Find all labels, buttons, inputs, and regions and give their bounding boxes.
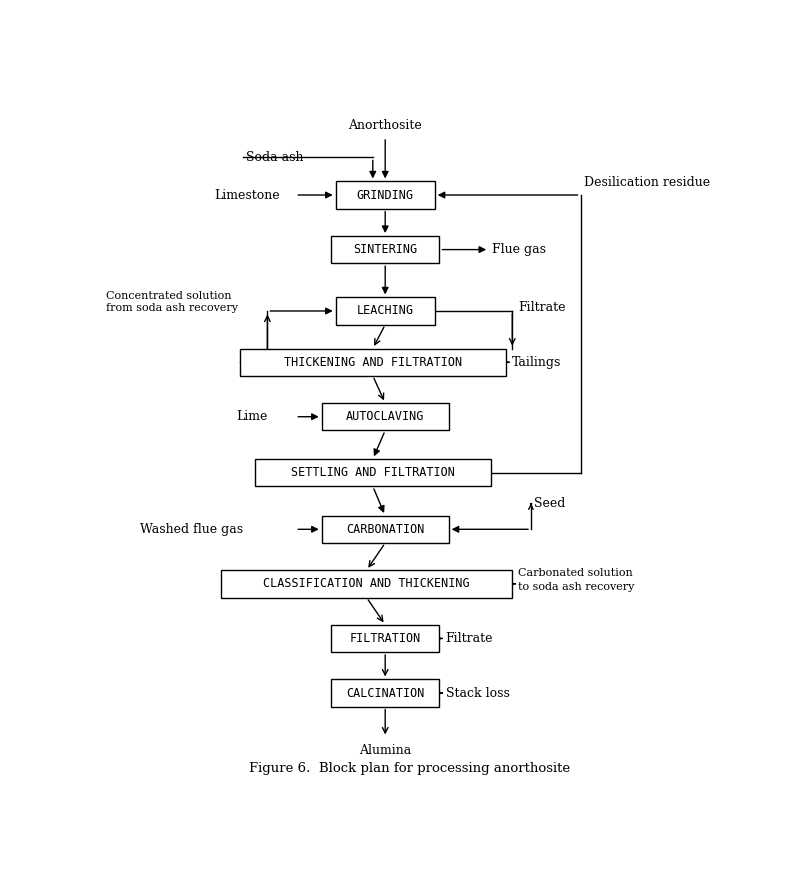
Bar xyxy=(322,516,449,543)
Text: Concentrated solution: Concentrated solution xyxy=(106,291,232,301)
Text: Filtrate: Filtrate xyxy=(446,632,493,645)
Text: Washed flue gas: Washed flue gas xyxy=(140,523,243,536)
Bar xyxy=(322,403,449,431)
Bar xyxy=(331,625,439,652)
Text: CALCINATION: CALCINATION xyxy=(346,687,424,700)
Text: AUTOCLAVING: AUTOCLAVING xyxy=(346,410,424,424)
Text: CARBONATION: CARBONATION xyxy=(346,523,424,536)
Text: Seed: Seed xyxy=(534,497,566,509)
Text: Figure 6.  Block plan for processing anorthosite: Figure 6. Block plan for processing anor… xyxy=(250,762,570,774)
Text: Filtrate: Filtrate xyxy=(518,301,566,314)
Text: Stack loss: Stack loss xyxy=(446,687,510,700)
Bar xyxy=(255,459,490,486)
Text: Limestone: Limestone xyxy=(214,189,280,201)
Bar xyxy=(331,680,439,707)
Bar xyxy=(336,298,435,324)
Text: Desilication residue: Desilication residue xyxy=(584,176,710,190)
Text: SETTLING AND FILTRATION: SETTLING AND FILTRATION xyxy=(291,466,454,479)
Text: SINTERING: SINTERING xyxy=(353,243,418,256)
Text: Lime: Lime xyxy=(237,410,268,424)
Bar xyxy=(221,571,512,597)
Text: Anorthosite: Anorthosite xyxy=(348,119,422,131)
Text: Flue gas: Flue gas xyxy=(492,243,546,256)
Text: FILTRATION: FILTRATION xyxy=(350,632,421,645)
Text: Carbonated solution: Carbonated solution xyxy=(518,568,634,578)
Text: to soda ash recovery: to soda ash recovery xyxy=(518,581,635,592)
Text: Tailings: Tailings xyxy=(512,355,562,369)
Text: GRINDING: GRINDING xyxy=(357,189,414,201)
Bar xyxy=(331,236,439,263)
Text: LEACHING: LEACHING xyxy=(357,305,414,317)
Text: CLASSIFICATION AND THICKENING: CLASSIFICATION AND THICKENING xyxy=(263,578,470,590)
Text: Soda ash: Soda ash xyxy=(246,151,303,164)
Bar xyxy=(239,348,506,376)
Bar xyxy=(336,182,435,209)
Text: THICKENING AND FILTRATION: THICKENING AND FILTRATION xyxy=(284,355,462,369)
Text: Alumina: Alumina xyxy=(359,744,411,758)
Text: from soda ash recovery: from soda ash recovery xyxy=(106,303,238,314)
